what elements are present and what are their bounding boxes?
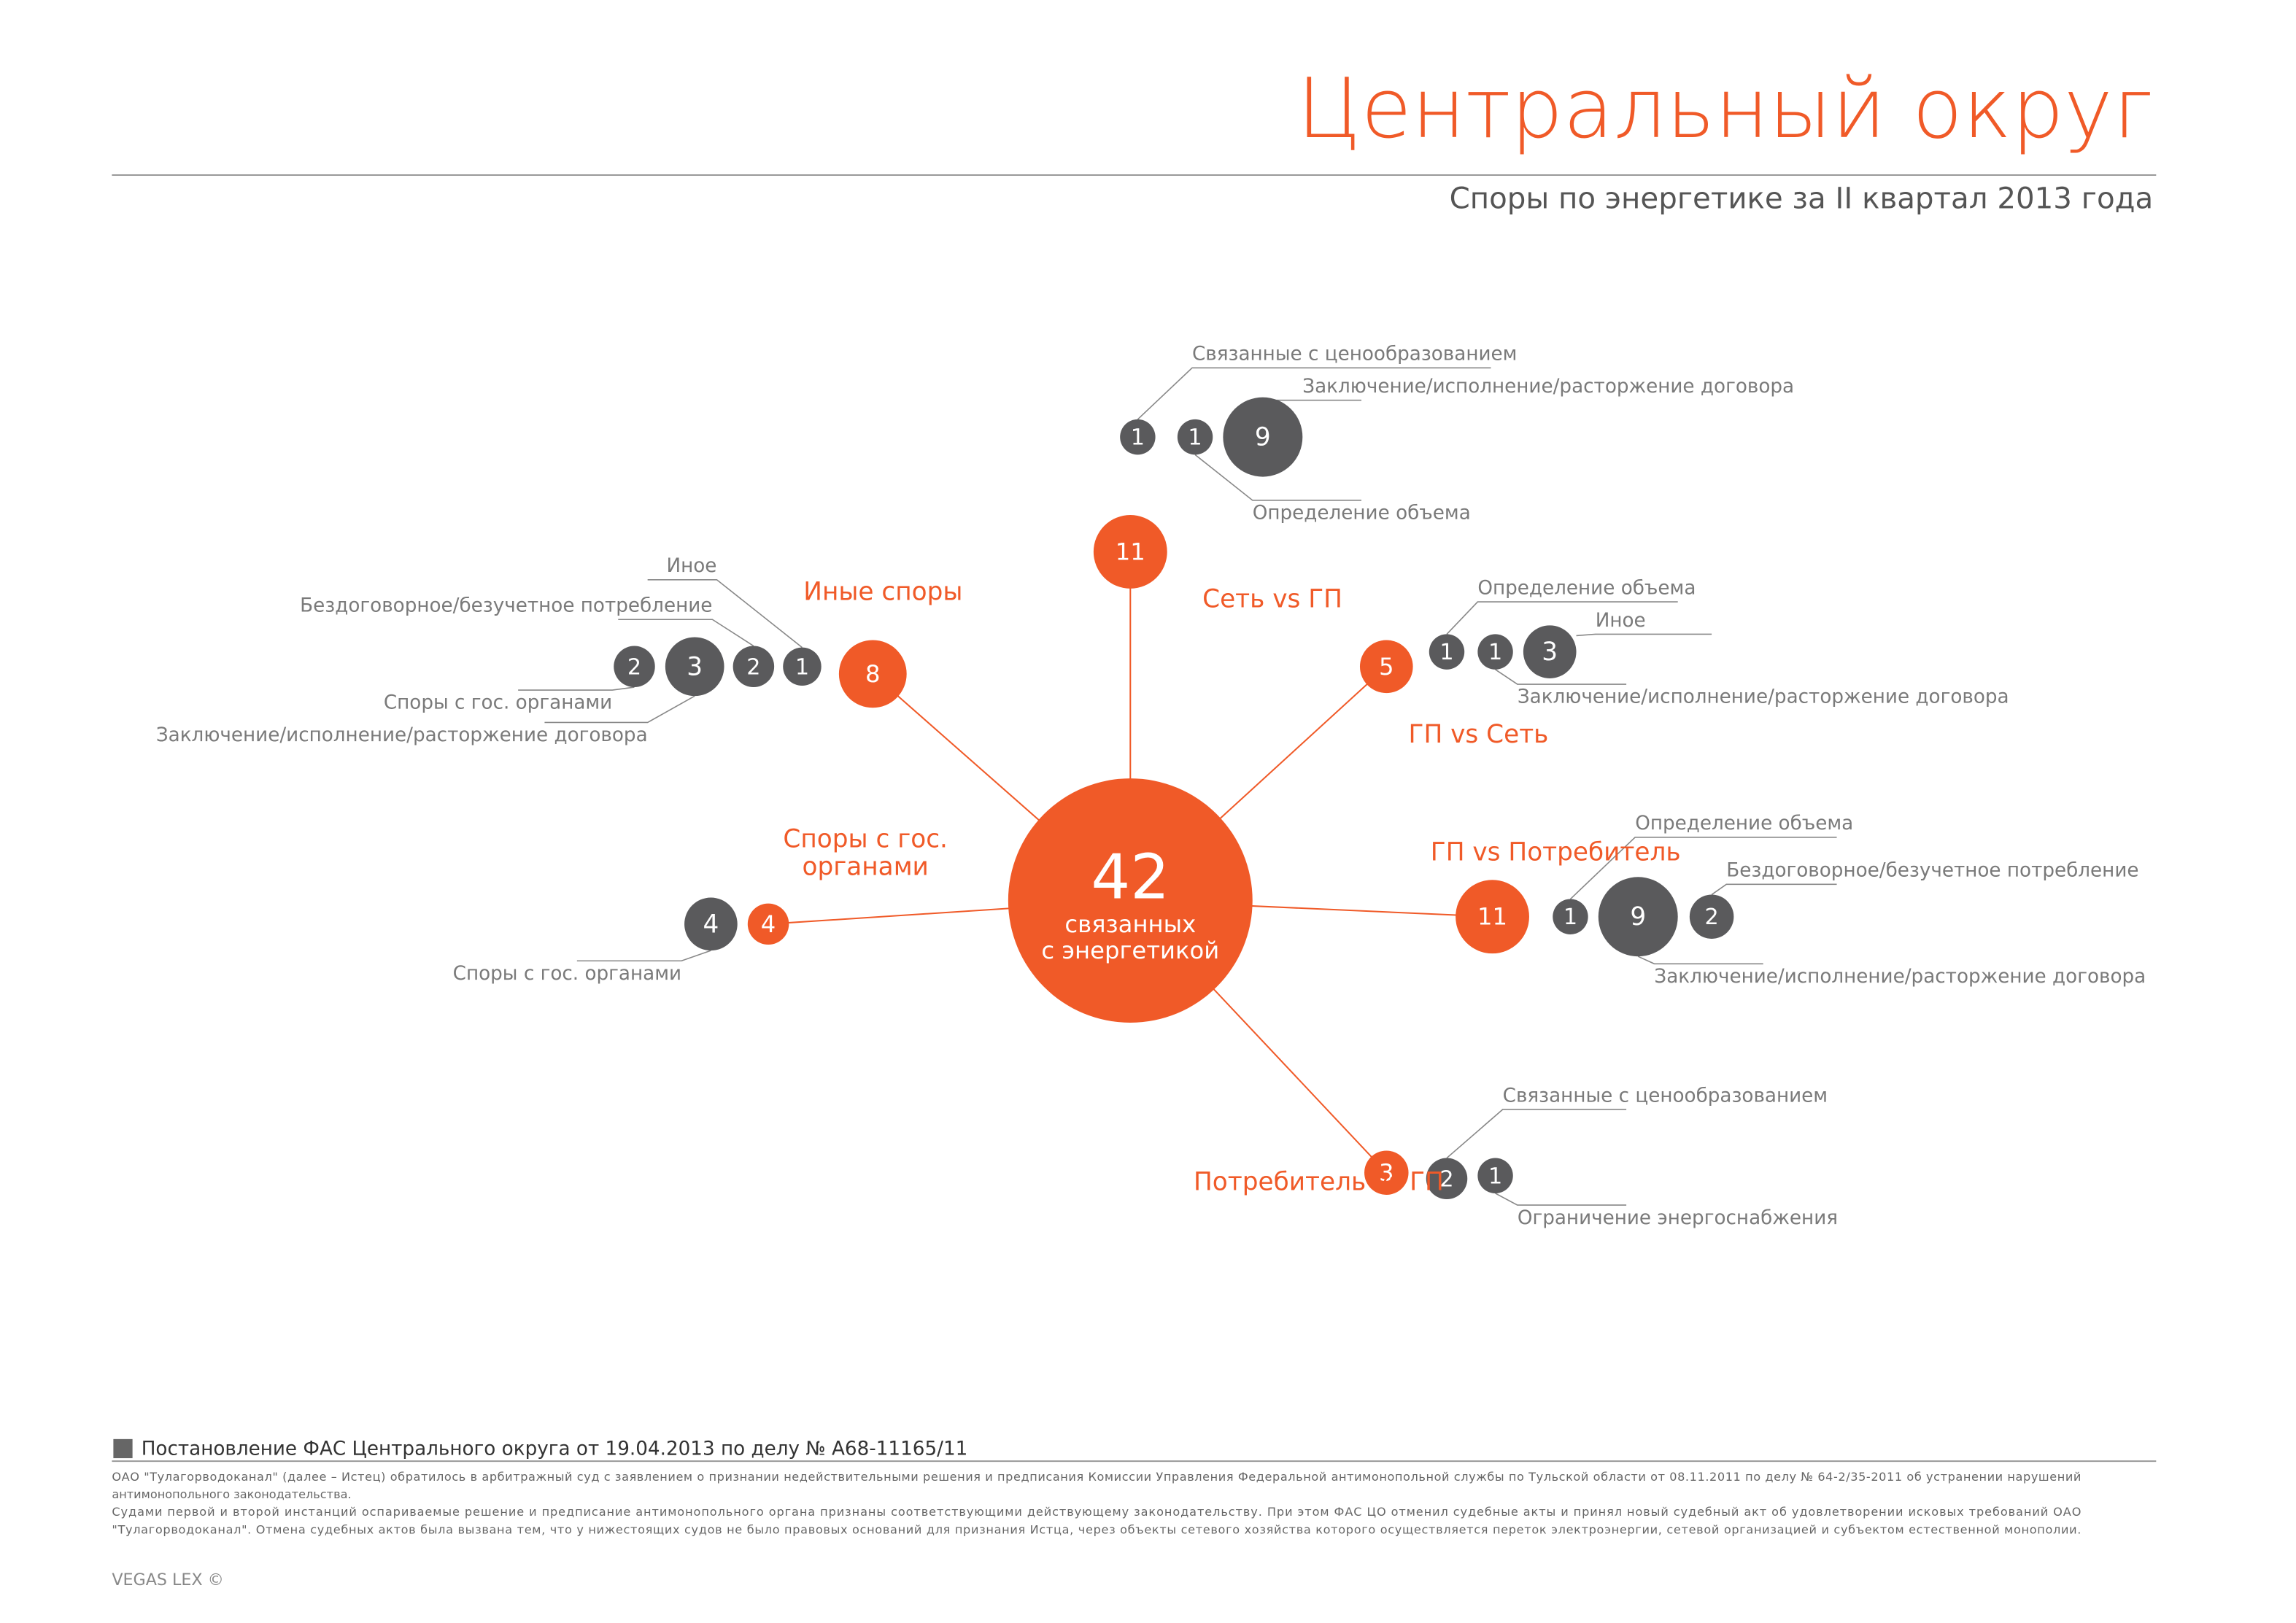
center-label: связанных	[1064, 910, 1196, 938]
breakdown-label: Заключение/исполнение/расторжение догово…	[1654, 966, 2146, 988]
breakdown-label: Бездоговорное/безучетное потребление	[300, 595, 712, 617]
center-circle	[1008, 778, 1253, 1023]
branch-value: 3	[1379, 1159, 1394, 1187]
breakdown-circle	[1477, 634, 1513, 670]
breakdown-circle	[1223, 397, 1303, 477]
branch-circle	[1364, 1150, 1409, 1195]
leader-line	[544, 695, 695, 724]
leader-line	[1194, 454, 1361, 501]
footer-paragraph: антимонопольного законодательства.	[112, 1487, 351, 1501]
leader-line	[647, 578, 803, 648]
breakdown-circle	[733, 646, 775, 688]
breakdown-value: 2	[1439, 1166, 1453, 1192]
breakdown-circle	[1598, 877, 1678, 957]
leader-line	[618, 619, 754, 647]
breakdown-circle	[1177, 419, 1213, 455]
breakdown-label: Заключение/исполнение/расторжение догово…	[1302, 376, 1794, 398]
breakdown-label: Заключение/исполнение/расторжение догово…	[1518, 686, 2009, 708]
breakdown-circle	[684, 897, 738, 951]
breakdown-label: Бездоговорное/безучетное потребление	[1726, 860, 2138, 882]
branch-circle	[1456, 880, 1529, 954]
breakdown-value: 2	[746, 654, 760, 680]
breakdown-label: Заключение/исполнение/расторжение догово…	[156, 724, 648, 746]
footer-marker	[113, 1438, 133, 1459]
breakdown-value: 1	[1488, 640, 1502, 665]
branch-circle	[747, 903, 789, 945]
breakdown-value: 1	[1488, 1163, 1502, 1189]
breakdown-label: Определение объема	[1635, 813, 1853, 834]
branch-value: 8	[865, 660, 881, 688]
center-label: с энергетикой	[1041, 937, 1219, 964]
breakdown-value: 1	[1188, 425, 1202, 451]
breakdown-value: 3	[687, 652, 703, 681]
breakdown-value: 9	[1630, 902, 1646, 931]
breakdown-value: 2	[627, 654, 641, 680]
breakdown-value: 1	[1563, 905, 1577, 930]
breakdown-circle	[665, 637, 724, 697]
breakdown-circle	[1523, 625, 1577, 678]
breakdown-label: Связанные с ценообразованием	[1503, 1085, 1828, 1107]
leader-line	[1576, 633, 1712, 637]
branch-label: ГП vs Потребитель	[1431, 837, 1681, 867]
center-value: 42	[1091, 841, 1170, 913]
breakdown-circle	[783, 647, 822, 686]
leader-line	[1711, 883, 1837, 896]
footer-paragraph: ОАО "Тулагорводоканал" (далее – Истец) о…	[112, 1470, 2081, 1484]
footer-paragraph: Судами первой и второй инстанций оспарив…	[112, 1505, 2081, 1519]
branch-label: Сеть vs ГП	[1202, 585, 1342, 614]
breakdown-label: Определение объема	[1477, 577, 1696, 599]
copyright: VEGAS LEX ©	[112, 1570, 223, 1589]
breakdown-label: Связанные с ценообразованием	[1192, 344, 1517, 365]
breakdown-circle	[1426, 1158, 1468, 1200]
leader-line	[1569, 836, 1837, 900]
leader-line	[1446, 601, 1678, 635]
leader-line	[1495, 1193, 1627, 1206]
breakdown-label: Иное	[667, 555, 717, 577]
breakdown-value: 4	[703, 910, 719, 939]
footer-paragraph: "Тулагорводоканал". Отмена судебных акто…	[112, 1522, 2081, 1536]
breakdown-value: 1	[1439, 640, 1453, 665]
branch-value: 5	[1379, 653, 1394, 681]
branch-label: Иные споры	[803, 577, 962, 606]
title: Центральный округ	[1297, 61, 2154, 157]
breakdown-label: Определение объема	[1253, 503, 1471, 524]
leader-line	[1446, 1109, 1627, 1159]
diagram: Связанные с ценообразованием Заключение/и…	[156, 344, 2146, 1229]
breakdown-circle	[1689, 894, 1734, 939]
breakdown-circle	[1477, 1158, 1513, 1193]
leader-line	[1495, 669, 1627, 685]
breakdown-circle	[1429, 634, 1465, 670]
leader-line	[518, 686, 635, 691]
branch-label: органами	[803, 853, 929, 882]
breakdown-value: 1	[1131, 425, 1145, 451]
breakdown-label: Споры с гос. органами	[384, 692, 612, 714]
breakdown-label: Ограничение энергоснабжения	[1518, 1207, 1838, 1229]
branch-value: 11	[1477, 903, 1507, 931]
branch-circle	[838, 640, 907, 708]
branch-label: ГП vs Сеть	[1409, 720, 1549, 749]
breakdown-value: 3	[1542, 638, 1558, 667]
branch-value: 4	[761, 910, 776, 938]
breakdown-value: 2	[1704, 905, 1718, 930]
breakdown-circle	[1553, 899, 1588, 934]
branch-label: Споры с гос.	[783, 824, 948, 853]
branch-value: 11	[1116, 538, 1145, 565]
branch-circle	[1359, 640, 1413, 694]
leader-line	[1137, 367, 1491, 420]
breakdown-label: Споры с гос. органами	[453, 963, 681, 985]
branch-circle	[1093, 515, 1167, 589]
leader-line	[1637, 956, 1763, 965]
breakdown-circle	[614, 646, 655, 688]
leader-line	[576, 950, 711, 962]
case-title: Постановление ФАС Центрального округа от…	[142, 1438, 968, 1460]
breakdown-label: Иное	[1596, 610, 1646, 632]
subtitle: Споры по энергетике за II квартал 2013 г…	[1450, 181, 2154, 215]
branch-label: Потребитель vs ГП	[1194, 1167, 1444, 1196]
breakdown-circle	[1120, 419, 1156, 455]
breakdown-value: 9	[1255, 423, 1271, 452]
breakdown-value: 1	[795, 654, 809, 680]
